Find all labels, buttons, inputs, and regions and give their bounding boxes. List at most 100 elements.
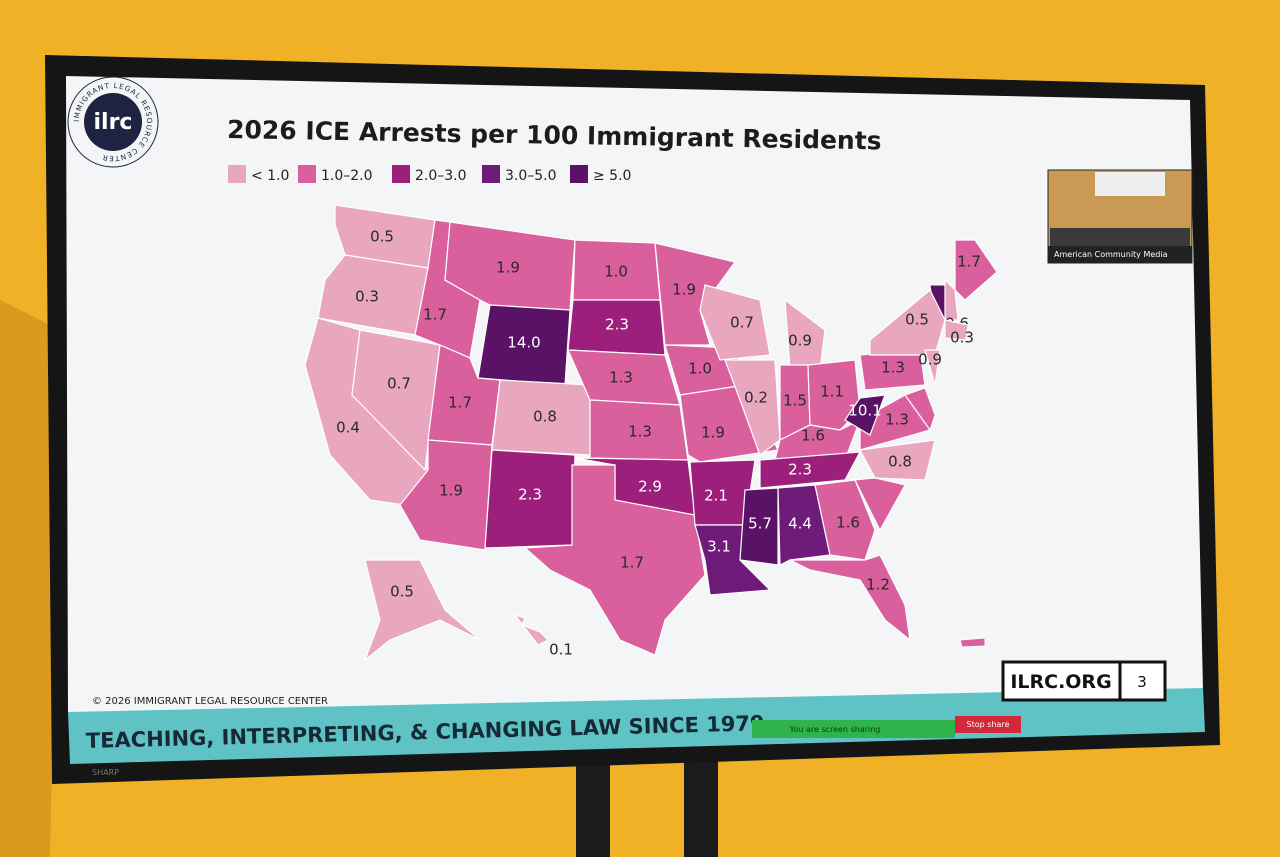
state [844,394,886,436]
state-value: 0.2 [744,389,768,407]
state [363,559,481,662]
state-value: 1.9 [672,281,696,299]
state-value: 0.9 [918,351,942,369]
tv-brand: SHARP [92,768,119,777]
state-value: 2.9 [638,478,662,496]
state-value: 2.3 [605,316,629,334]
video-caption-bar [1048,246,1192,263]
stand-leg [576,760,610,857]
state [854,477,906,532]
state-value: 2.3 [518,486,542,504]
state-value: 4.4 [788,515,812,533]
state-value: 14.0 [507,334,540,352]
state [954,239,998,301]
legend-swatch [392,165,410,183]
copyright: © 2026 IMMIGRANT LEGAL RESOURCE CENTER [92,696,328,707]
legend-swatch [228,165,246,183]
state-value: 0.9 [788,332,812,350]
stop-share-button[interactable] [955,716,1021,733]
video-caption: American Community Media [1054,250,1168,259]
legend-swatch [570,165,588,183]
state-value: 10.1 [848,402,881,420]
state [814,479,876,561]
state [351,329,441,472]
legend-swatch [482,165,500,183]
state [759,451,862,489]
state-value: 0.5 [390,583,414,601]
legend-label: < 1.0 [251,168,289,184]
state-value: 1.2 [866,576,890,594]
legend-swatch [298,165,316,183]
sharing-bar [752,720,955,738]
state-value: 0.1 [549,641,573,659]
page-number: 3 [1137,673,1147,691]
page-box [1118,660,1167,702]
legend-label: 3.0–5.0 [505,168,557,184]
state [959,637,986,648]
state [654,242,737,346]
logo-circle [84,93,142,151]
state [859,439,936,481]
state [924,349,941,386]
state [523,464,706,656]
state-value: 1.5 [783,392,807,410]
state-value: 3.1 [707,538,731,556]
stop-share-label[interactable]: Stop share [967,720,1010,729]
state-value: 1.6 [801,427,825,445]
state-value: 1.7 [423,306,447,324]
stand-leg [684,755,718,857]
legend-label: 2.0–3.0 [415,168,467,184]
state-value: 0.8 [533,408,557,426]
state-value: 1.7 [957,253,981,271]
state-value: 0.4 [336,419,360,437]
state-value: 1.7 [620,554,644,572]
state [399,439,493,551]
sharing-status: You are screen sharing [789,725,881,734]
state-value: 1.3 [885,411,909,429]
logo-text: ilrc [94,110,133,135]
state-value: 5.7 [748,515,772,533]
state [869,289,946,356]
video-table [1050,228,1190,248]
state-value: 1.3 [609,369,633,387]
state [739,487,779,566]
state-value: 0.7 [730,314,754,332]
state [944,319,969,341]
state [513,613,550,646]
state-value: 0.7 [387,375,411,393]
footer-band [68,688,1205,764]
state-value: 1.6 [836,514,860,532]
video-screen [1095,172,1165,196]
legend: < 1.0 1.0–2.0 2.0–3.0 3.0–5.0 ≥ 5.0 [228,165,631,184]
state-value: 1.3 [628,423,652,441]
state-value: 1.9 [496,259,520,277]
website: ILRC.ORG [1010,671,1111,693]
legend-label: 1.0–2.0 [321,168,373,184]
state [724,359,781,456]
state-value: 1.9 [439,482,463,500]
state [699,284,771,361]
state [777,484,831,566]
state-value: 2.1 [704,487,728,505]
state-value: 1.7 [448,394,472,412]
wall-shadow [0,300,60,857]
state-value: 0.3 [355,288,379,306]
state-value: 0.3 [950,329,974,347]
map: 0.5 0.3 0.4 0.7 1.7 1.9 14.0 1.7 0.8 1.9 2.3 1.0 2.3… [304,204,998,662]
legend-label: ≥ 5.0 [593,168,631,184]
state [317,254,429,336]
state-value: 0.5 [370,228,394,246]
state [789,554,911,642]
state-value: 1.0 [688,360,712,378]
website-box [1001,660,1122,702]
state-value: 1.0 [604,263,628,281]
state-value: 0.8 [888,453,912,471]
state-value: 1.3 [881,359,905,377]
state-value: 2.3 [788,461,812,479]
state-value: 0.5 [905,311,929,329]
state-value: 1.1 [820,383,844,401]
state-value: 1.9 [701,424,725,442]
state [859,394,931,451]
